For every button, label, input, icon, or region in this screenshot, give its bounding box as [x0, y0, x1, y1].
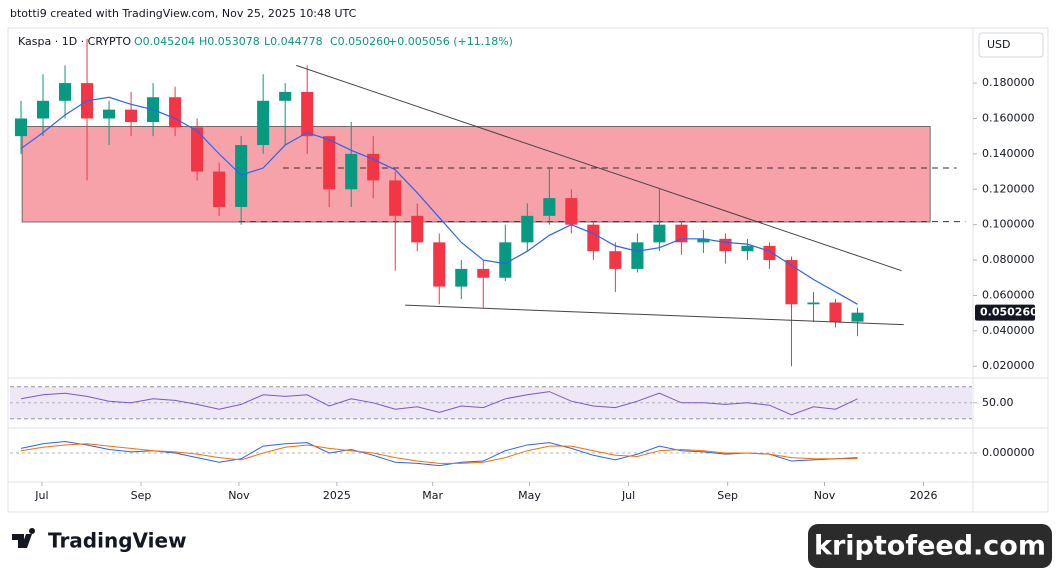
- candle-body: [763, 245, 776, 261]
- x-tick-label: Sep: [717, 489, 738, 502]
- candle-body: [36, 100, 50, 119]
- ohlc-high: H0.053078: [199, 35, 260, 48]
- chart-frame: [7, 27, 1049, 513]
- currency: USD: [987, 38, 1011, 51]
- logo-icon: [12, 528, 36, 548]
- moving-average: [20, 96, 858, 305]
- watermark: kriptofeed.com: [814, 531, 1046, 562]
- candle-body: [653, 224, 666, 243]
- candle-body: [829, 302, 842, 322]
- change: +0.005056 (+11.18%): [388, 35, 513, 48]
- logo-text: TradingView: [48, 529, 187, 553]
- y-tick-label: 0.120000: [982, 182, 1035, 195]
- x-tick-label: 2025: [323, 489, 351, 502]
- y-tick-label: 0.140000: [982, 147, 1035, 160]
- currency-button[interactable]: [978, 32, 1044, 58]
- candle-body: [499, 242, 512, 278]
- candle-body: [235, 145, 248, 207]
- candle-body: [345, 153, 358, 190]
- candle-body: [58, 83, 72, 101]
- candle-body: [257, 100, 270, 146]
- ohlc-low: L0.044778: [264, 35, 323, 48]
- y-tick-label: 0.020000: [982, 359, 1035, 372]
- x-tick-label: Nov: [814, 489, 836, 502]
- pane: [14, 38, 977, 367]
- y-tick-label: 0.180000: [982, 76, 1035, 89]
- y-tick-label: 0.040000: [982, 324, 1035, 337]
- candle-body: [103, 109, 116, 119]
- candle-body: [411, 215, 424, 243]
- last-price-tag: [975, 304, 1035, 321]
- y-tick-label: 50.00: [982, 396, 1014, 409]
- candle-body: [609, 251, 622, 269]
- candle-body: [851, 312, 864, 322]
- supply-zone: [21, 126, 931, 223]
- candle-body: [279, 91, 292, 101]
- candle-body: [719, 238, 732, 252]
- pane: [10, 386, 977, 420]
- candle-body: [14, 118, 28, 137]
- candle-body: [631, 242, 644, 269]
- x-tick-label: Mar: [422, 489, 443, 502]
- candle-body: [543, 198, 556, 216]
- candle-body: [169, 97, 182, 128]
- candle-body: [807, 302, 820, 305]
- candle-body: [323, 136, 336, 190]
- watermark-box: [808, 524, 1052, 568]
- y-tick-label: 0.000000: [982, 446, 1035, 459]
- candle-body: [741, 245, 754, 252]
- candle-body: [477, 268, 490, 278]
- ohlc-open: O0.045204: [134, 35, 195, 48]
- tradingview-logo: TradingView: [12, 528, 187, 553]
- candle-body: [675, 224, 688, 243]
- candle-body: [125, 109, 138, 123]
- x-tick-label: Jul: [34, 489, 48, 502]
- candle-body: [565, 198, 578, 225]
- pane: [10, 440, 977, 486]
- last-price-label: 0.050260: [980, 306, 1038, 319]
- candle-body: [587, 224, 600, 252]
- y-tick-label: 0.080000: [982, 253, 1035, 266]
- x-tick-label: May: [518, 489, 541, 502]
- candle-body: [785, 260, 798, 305]
- candle-body: [521, 215, 534, 243]
- legend: Kaspa · 1D · CRYPTO O0.045204 H0.053078 …: [18, 35, 513, 48]
- candle-body: [697, 238, 710, 243]
- symbol: Kaspa · 1D · CRYPTO: [18, 35, 131, 48]
- trendline: [405, 304, 904, 326]
- candle-body: [191, 127, 204, 172]
- indicator-line: [20, 443, 858, 464]
- indicator-line: [20, 440, 858, 467]
- x-tick-label: 2026: [910, 489, 938, 502]
- y-tick-label: 0.100000: [982, 218, 1035, 231]
- candle-body: [213, 171, 226, 207]
- y-tick-label: 0.160000: [982, 111, 1035, 124]
- candle-body: [389, 180, 402, 216]
- indicator-line: [20, 391, 858, 416]
- y-tick-label: 0.060000: [982, 288, 1035, 301]
- trendline: [296, 64, 902, 272]
- candle-body: [433, 242, 446, 287]
- credit: btotti9 created with TradingView.com, No…: [10, 7, 357, 20]
- x-tick-label: Nov: [228, 489, 250, 502]
- candle-body: [455, 268, 468, 287]
- candle-body: [301, 91, 314, 137]
- x-tick-label: Sep: [131, 489, 152, 502]
- ohlc-close: C0.050260: [330, 35, 390, 48]
- x-tick-label: Jul: [621, 489, 635, 502]
